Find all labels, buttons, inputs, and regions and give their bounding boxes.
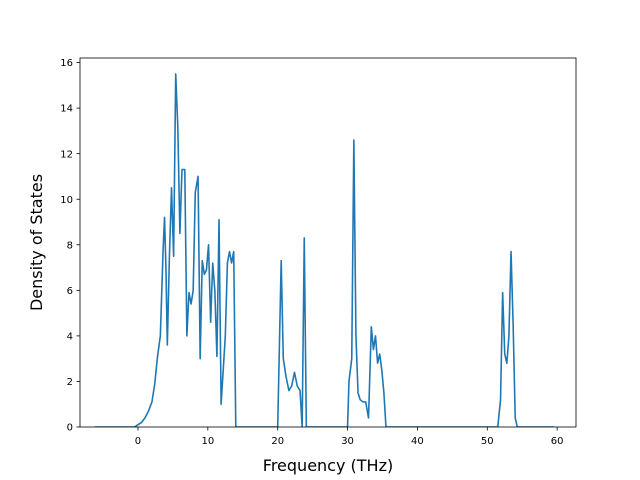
x-tick-label: 30	[341, 436, 354, 447]
x-tick-label: 0	[135, 436, 141, 447]
series-line-0	[94, 73, 555, 427]
y-tick-label: 12	[60, 149, 73, 160]
plot-area	[94, 73, 555, 427]
x-axis-label: Frequency (THz)	[263, 456, 393, 475]
x-tick-label: 20	[271, 436, 284, 447]
y-tick-label: 2	[67, 377, 73, 388]
y-axis-label: Density of States	[27, 174, 46, 311]
x-tick-label: 40	[411, 436, 424, 447]
y-tick-label: 10	[60, 195, 73, 206]
y-tick-label: 6	[67, 286, 73, 297]
y-axis-ticks: 0 2 4 6 8 10 12 14 16	[60, 58, 80, 434]
x-tick-label: 60	[551, 436, 564, 447]
y-tick-label: 0	[67, 423, 73, 434]
x-axis-ticks: 0 10 20 30 40 50 60	[135, 427, 564, 447]
axes-frame	[79, 57, 577, 428]
y-tick-label: 4	[67, 331, 73, 342]
y-tick-label: 16	[60, 58, 73, 69]
x-tick-label: 10	[201, 436, 214, 447]
y-tick-label: 14	[60, 104, 73, 115]
y-tick-label: 8	[67, 240, 73, 251]
x-tick-label: 50	[481, 436, 494, 447]
